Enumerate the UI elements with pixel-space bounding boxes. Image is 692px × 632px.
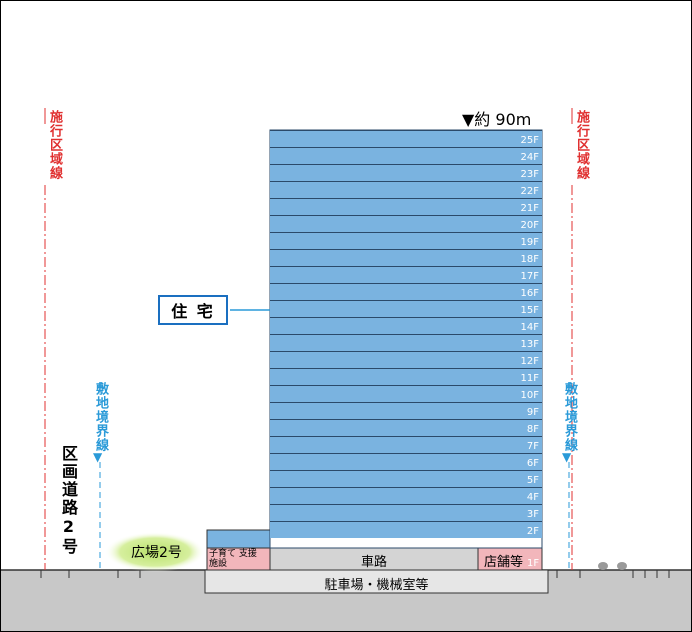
floor-label: 22F <box>520 186 539 197</box>
floor-label: 19F <box>520 237 539 248</box>
floor-22f: 22F <box>270 181 542 198</box>
floor-12f: 12F <box>270 351 542 368</box>
road-label: 区画道路2号 <box>59 445 78 556</box>
floor-label: 23F <box>520 169 539 180</box>
floor-14f: 14F <box>270 317 542 334</box>
floor-label: 8F <box>526 424 539 435</box>
boundary-label-left: 施行区域線 <box>47 110 62 180</box>
floor-label: 21F <box>520 203 539 214</box>
floor-13f: 13F <box>270 334 542 351</box>
floor-label: 17F <box>520 271 539 282</box>
floor-label: 16F <box>520 288 539 299</box>
podium-upper <box>206 529 271 549</box>
residential-label-box: 住 宅 <box>158 295 228 325</box>
floor-label: 11F <box>520 373 539 384</box>
floor-20f: 20F <box>270 215 542 232</box>
shops-label: 店舗等 <box>484 555 524 570</box>
floor-label: 3F <box>526 509 539 520</box>
floor-label: 7F <box>526 441 539 452</box>
site-arrow-left: ▼ <box>93 450 103 464</box>
floor-4f: 4F <box>270 487 542 504</box>
floor-label: 13F <box>520 339 539 350</box>
site-arrow-right: ▼ <box>562 450 572 464</box>
floor-10f: 10F <box>270 385 542 402</box>
site-line-label-right: 敷地境界線 <box>562 382 577 452</box>
floor-label: 10F <box>520 390 539 401</box>
plaza-label: 広場2号 <box>131 545 182 561</box>
boundary-label-right: 施行区域線 <box>574 110 589 180</box>
floor-6f: 6F <box>270 453 542 470</box>
floor-label: 20F <box>520 220 539 231</box>
floor-label: 14F <box>520 322 539 333</box>
floor-label: 4F <box>526 492 539 503</box>
floor-16f: 16F <box>270 283 542 300</box>
floor-15f: 15F <box>270 300 542 317</box>
floor-label: 2F <box>526 526 539 537</box>
floor-label: 15F <box>520 305 539 316</box>
ground-floor-tag: 1F <box>527 558 540 569</box>
floor-3f: 3F <box>270 504 542 521</box>
floor-label: 25F <box>520 135 539 146</box>
floor-25f: 25F <box>270 130 542 147</box>
site-line-label-left: 敷地境界線 <box>93 382 108 452</box>
floor-17f: 17F <box>270 266 542 283</box>
floor-8f: 8F <box>270 419 542 436</box>
floor-label: 9F <box>526 407 539 418</box>
floor-24f: 24F <box>270 147 542 164</box>
childcare-label: 子育て 支援施設 <box>209 549 257 569</box>
floor-9f: 9F <box>270 402 542 419</box>
floor-19f: 19F <box>270 232 542 249</box>
floor-label: 12F <box>520 356 539 367</box>
floor-2f: 2F <box>270 521 542 538</box>
floor-18f: 18F <box>270 249 542 266</box>
floor-23f: 23F <box>270 164 542 181</box>
floor-label: 5F <box>526 475 539 486</box>
plaza-glow <box>105 532 205 572</box>
floor-label: 24F <box>520 152 539 163</box>
residential-label: 住 宅 <box>171 302 215 321</box>
floor-7f: 7F <box>270 436 542 453</box>
floor-21f: 21F <box>270 198 542 215</box>
floor-label: 6F <box>526 458 539 469</box>
ground-ticks <box>40 570 670 578</box>
floor-11f: 11F <box>270 368 542 385</box>
floor-5f: 5F <box>270 470 542 487</box>
height-marker: ▼約 90m <box>462 110 532 129</box>
floor-label: 18F <box>520 254 539 265</box>
driveway-label: 車路 <box>360 555 387 570</box>
parking-label: 駐車場・機械室等 <box>324 578 429 593</box>
car-icons <box>598 562 627 570</box>
